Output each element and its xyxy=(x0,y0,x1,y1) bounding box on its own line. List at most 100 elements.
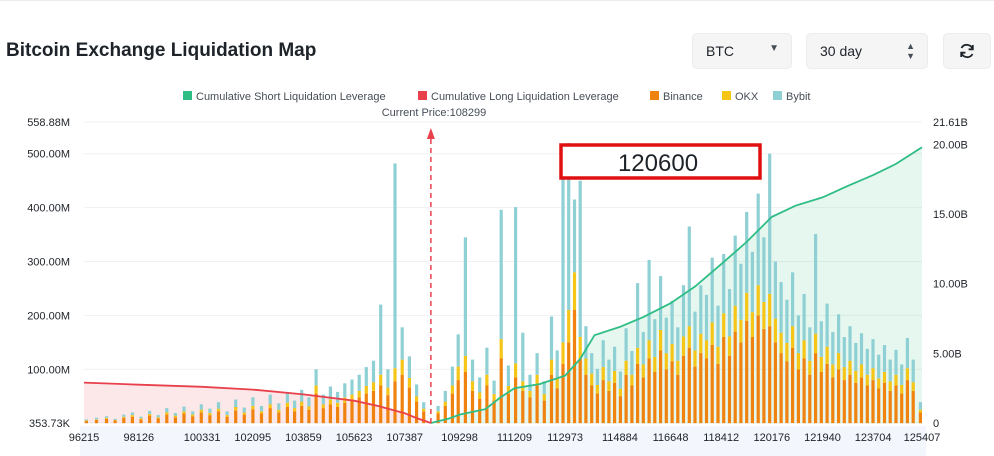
range-select[interactable]: 30 day ▲ ▼ xyxy=(806,33,928,69)
bar-okx xyxy=(357,390,361,398)
bar-binance xyxy=(584,374,588,424)
bar-binance xyxy=(535,385,539,424)
bar-bybit xyxy=(182,406,186,412)
bar-okx xyxy=(888,381,892,391)
bar-binance xyxy=(113,420,117,424)
bar-okx xyxy=(386,387,390,396)
bar-bybit xyxy=(328,386,332,400)
bar-bybit xyxy=(779,282,783,333)
bar-binance xyxy=(779,353,783,424)
cumulative-areas xyxy=(84,147,922,423)
x-tick-label: 103859 xyxy=(285,432,322,444)
bar-binance xyxy=(379,385,383,424)
bar-bybit xyxy=(156,415,160,418)
bar-bybit xyxy=(918,402,922,410)
bar-okx xyxy=(882,372,887,383)
bar-okx xyxy=(699,333,703,354)
x-tick-label: 98126 xyxy=(124,432,155,444)
bar-binance xyxy=(470,390,475,424)
bar-okx xyxy=(208,413,212,416)
bar-bybit xyxy=(877,354,881,379)
symbol-select[interactable]: BTC ▼ xyxy=(692,33,792,69)
bar-okx xyxy=(364,386,368,394)
bar-binance xyxy=(848,374,852,424)
bar-binance xyxy=(300,405,304,424)
bar-bybit xyxy=(750,251,754,313)
bar-bybit xyxy=(139,416,143,419)
bar-okx xyxy=(225,415,229,417)
bar-binance xyxy=(601,380,605,424)
bar-bybit xyxy=(911,359,915,383)
bar-binance xyxy=(676,374,680,424)
bar-okx xyxy=(710,322,714,345)
highlight-annotation: 120600 xyxy=(559,143,762,180)
bar-binance xyxy=(918,412,922,424)
bar-okx xyxy=(877,378,881,389)
bar-binance xyxy=(733,331,737,424)
y-right-tick-label: 20.00B xyxy=(933,139,968,151)
bar-binance xyxy=(234,410,238,424)
bar-binance xyxy=(542,400,546,424)
bar-bybit xyxy=(882,345,887,372)
bar-bybit xyxy=(307,397,311,407)
bar-okx xyxy=(601,367,605,380)
bar-okx xyxy=(268,404,272,409)
bar-binance xyxy=(343,402,347,424)
bar-okx xyxy=(590,373,594,386)
bar-bybit xyxy=(259,405,264,412)
bar-bybit xyxy=(802,293,806,341)
refresh-icon xyxy=(960,43,974,59)
bar-binance xyxy=(506,393,510,424)
bar-bybit xyxy=(422,402,426,409)
bar-okx xyxy=(618,388,622,397)
bar-binance xyxy=(624,374,628,424)
bar-okx xyxy=(393,368,397,382)
bar-okx xyxy=(350,394,354,401)
bar-okx xyxy=(670,344,674,362)
bar-bybit xyxy=(94,417,99,420)
bar-binance xyxy=(727,355,732,424)
bar-okx xyxy=(630,374,634,386)
x-tick-label: 105623 xyxy=(336,432,373,444)
bar-binance xyxy=(357,397,361,424)
bar-binance xyxy=(199,412,203,424)
bar-bybit xyxy=(613,346,617,371)
bar-bybit xyxy=(670,300,674,344)
bar-bybit xyxy=(122,414,126,417)
bar-binance xyxy=(618,396,622,424)
bar-binance xyxy=(84,421,88,424)
y-right-tick-label: 5.00B xyxy=(933,348,962,360)
bar-bybit xyxy=(590,353,594,374)
bar-binance xyxy=(130,416,134,424)
bar-okx xyxy=(422,408,426,412)
bar-bybit xyxy=(567,143,571,311)
bar-okx xyxy=(727,336,732,356)
bar-okx xyxy=(567,310,571,343)
bar-bybit xyxy=(165,408,169,413)
bar-okx xyxy=(307,406,311,410)
bar-binance xyxy=(773,342,777,424)
bar-okx xyxy=(485,374,489,386)
bar-bybit xyxy=(785,299,789,343)
bar-bybit xyxy=(768,153,772,294)
bar-binance xyxy=(670,361,674,424)
bar-binance xyxy=(808,374,812,424)
bar-bybit xyxy=(888,359,892,382)
bar-bybit xyxy=(542,381,546,395)
bar-okx xyxy=(443,401,447,406)
bar-bybit xyxy=(268,394,272,405)
bar-okx xyxy=(415,396,419,402)
bar-okx xyxy=(242,412,246,415)
bar-okx xyxy=(676,360,680,375)
x-tick-label: 116648 xyxy=(653,432,689,444)
bar-okx xyxy=(549,359,554,375)
y-left-tick-label: 353.73K xyxy=(29,418,71,430)
bar-okx xyxy=(808,360,812,375)
bar-binance xyxy=(156,418,160,424)
bar-bybit xyxy=(636,283,640,348)
bar-okx xyxy=(624,360,628,375)
bar-okx xyxy=(492,394,496,401)
bar-okx xyxy=(555,377,559,389)
bar-binance xyxy=(225,416,229,424)
refresh-button[interactable] xyxy=(943,33,991,69)
